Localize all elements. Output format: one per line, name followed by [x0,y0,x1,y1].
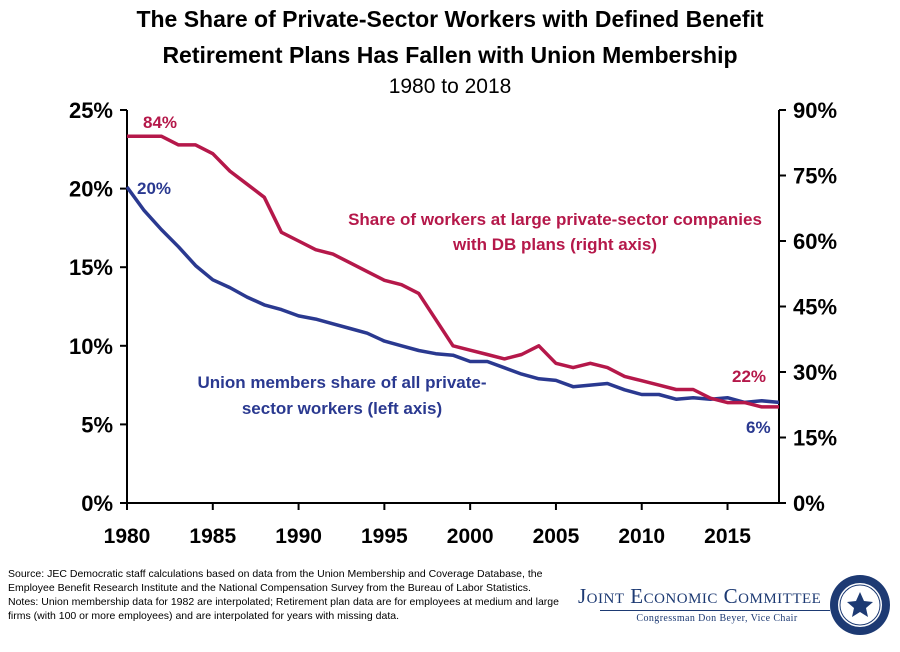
db-series-annotation-line2: with DB plans (right axis) [452,235,657,254]
x-axis-tick-label: 2005 [533,525,580,548]
right-axis-tick-label: 75% [793,164,837,189]
db-end-label: 22% [732,367,766,386]
line-chart: 0% 5% 10% 15% 20% 25% 0% 15% 30% 45% 60% 75% 90% 1980… [69,98,837,548]
methodology-note: Notes: Union membership data for 1982 ar… [8,596,559,622]
union-series-annotation-line1: Union members share of all private- [197,373,486,392]
union-end-label: 6% [746,418,771,437]
chart-subtitle: 1980 to 2018 [388,75,512,98]
right-axis-tick-label: 30% [793,360,837,385]
series-line-union [125,185,780,405]
congress-seal-icon [830,575,890,635]
x-axis-tick-label: 1990 [275,525,322,548]
source-note: Source: JEC Democratic staff calculation… [8,568,543,594]
db-series-annotation-line1: Share of workers at large private-sector… [348,210,762,229]
x-axis-tick-label: 1985 [189,525,236,548]
right-axis-tick-label: 90% [793,98,837,123]
chart-notes: Source: JEC Democratic staff calculation… [8,567,578,623]
left-axis-tick-label: 20% [69,177,113,202]
x-axis-tick-label: 2015 [704,525,751,548]
x-axis-tick-label: 1995 [361,525,408,548]
union-series-annotation-line2: sector workers (left axis) [242,399,442,418]
jec-logo: Joint Economic Committee Congressman Don… [570,570,895,642]
chart-title-line1: The Share of Private-Sector Workers with… [136,6,764,32]
left-axis-tick-label: 5% [81,412,113,437]
x-axis-tick-label: 1980 [104,525,151,548]
right-axis-tick-label: 60% [793,229,837,254]
left-axis-tick-label: 10% [69,334,113,359]
right-axis-tick-label: 15% [793,426,837,451]
x-axis-tick-label: 2010 [618,525,665,548]
right-axis-tick-label: 0% [793,491,825,516]
left-axis-tick-label: 0% [81,491,113,516]
x-axis-tick-label: 2000 [447,525,494,548]
right-axis-tick-label: 45% [793,295,837,320]
left-axis-tick-label: 15% [69,255,113,280]
left-axis-tick-label: 25% [69,98,113,123]
series-line-db-plans [127,134,779,409]
union-start-label: 20% [137,179,171,198]
chart-title-line2: Retirement Plans Has Fallen with Union M… [162,42,738,68]
logo-name: Joint Economic Committee [578,584,822,608]
logo-subtitle: Congressman Don Beyer, Vice Chair [636,613,798,624]
db-start-label: 84% [143,113,177,132]
logo-divider [600,610,830,611]
